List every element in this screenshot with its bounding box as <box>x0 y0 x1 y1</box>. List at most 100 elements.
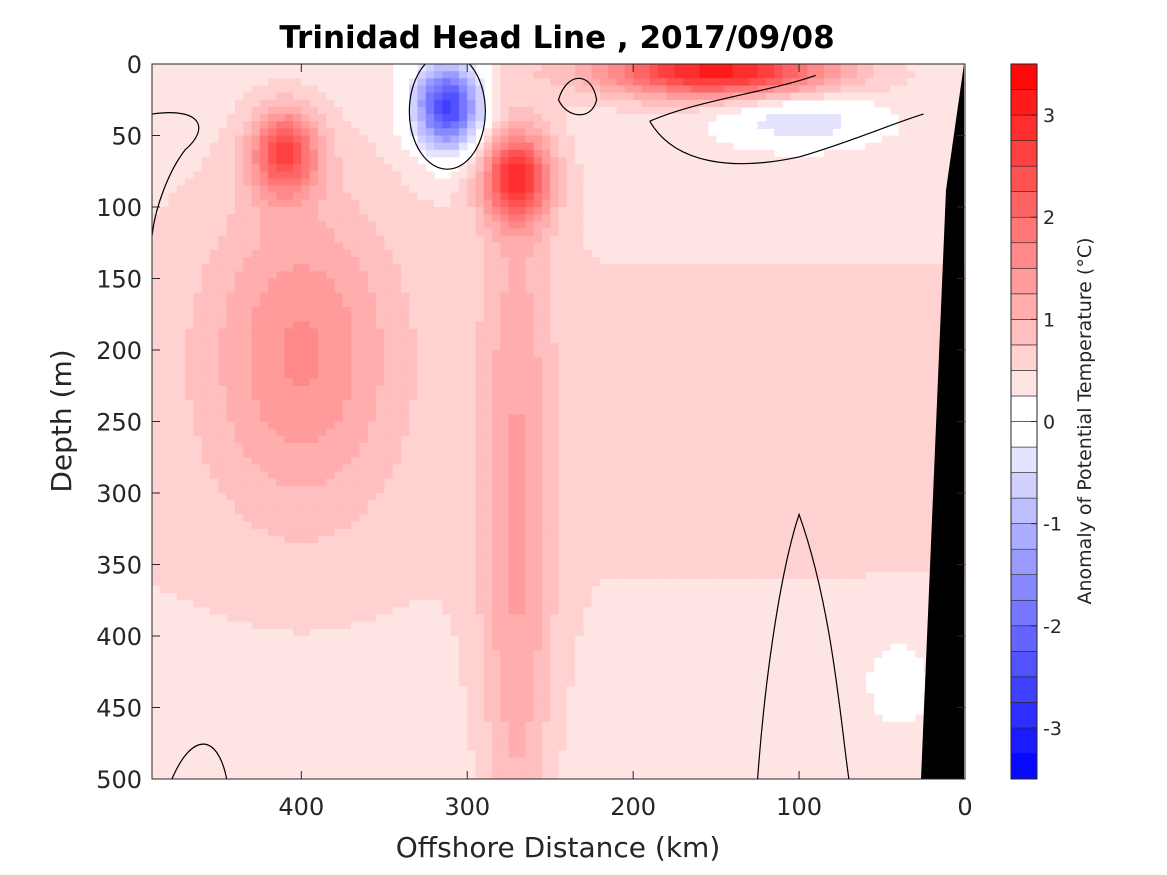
contour-cell <box>376 285 385 294</box>
contour-cell <box>458 392 468 401</box>
contour-cell <box>392 593 402 601</box>
contour-cell <box>309 392 319 401</box>
contour-cell <box>201 628 211 637</box>
contour-cell <box>210 335 219 344</box>
contour-cell <box>176 85 186 94</box>
contour-cell <box>226 342 236 351</box>
contour-cell <box>176 135 186 144</box>
contour-cell <box>376 693 385 701</box>
contour-cell <box>500 335 510 344</box>
contour-cell <box>558 714 568 723</box>
contour-cell <box>442 385 452 394</box>
contour-cell <box>301 750 311 759</box>
contour-cell <box>475 757 485 766</box>
contour-cell <box>309 464 319 473</box>
contour-cell <box>293 543 302 551</box>
contour-cell <box>152 385 161 394</box>
contour-cell <box>342 92 352 101</box>
contour-cell <box>458 185 468 194</box>
contour-cell <box>309 178 319 187</box>
contour-cell <box>550 507 560 516</box>
contour-cell <box>168 235 178 244</box>
contour-cell <box>475 92 485 101</box>
contour-cell <box>226 407 236 415</box>
contour-cell <box>243 507 253 516</box>
contour-cell <box>276 257 286 265</box>
contour-cell <box>367 507 377 516</box>
contour-cell <box>541 521 551 530</box>
contour-cell <box>326 593 336 601</box>
contour-cell <box>243 693 253 701</box>
contour-cell <box>226 378 236 387</box>
contour-cell <box>359 257 369 265</box>
contour-cell <box>475 199 485 208</box>
contour-cell <box>284 342 294 351</box>
contour-cell <box>384 357 394 365</box>
contour-cell <box>193 493 203 501</box>
contour-cell <box>550 464 560 473</box>
contour-cell <box>268 121 277 129</box>
contour-cell <box>334 271 344 280</box>
contour-cell <box>342 693 352 701</box>
contour-cell <box>309 99 319 108</box>
contour-cell <box>550 92 560 101</box>
contour-cell <box>500 321 510 330</box>
contour-cell <box>434 314 443 322</box>
contour-cell <box>309 164 319 172</box>
contour-cell <box>226 428 236 437</box>
contour-cell <box>467 350 477 358</box>
contour-cell <box>301 535 311 544</box>
contour-cell <box>218 149 228 158</box>
contour-cell <box>425 564 435 573</box>
contour-cell <box>475 593 485 601</box>
contour-cell <box>434 428 443 437</box>
contour-cell <box>160 335 170 344</box>
contour-cell <box>168 378 178 387</box>
contour-cell <box>425 464 435 473</box>
contour-cell <box>185 364 195 372</box>
contour-cell <box>309 142 319 151</box>
contour-cell <box>417 392 427 401</box>
contour-cell <box>533 428 543 437</box>
contour-cell <box>483 342 493 351</box>
contour-cell <box>317 192 327 201</box>
contour-cell <box>301 178 311 187</box>
contour-cell <box>342 771 352 779</box>
contour-cell <box>317 621 327 630</box>
contour-cell <box>176 357 186 365</box>
contour-cell <box>326 407 336 415</box>
contour-cell <box>176 457 186 465</box>
contour-cell <box>492 650 501 658</box>
contour-cell <box>517 249 526 258</box>
contour-cell <box>508 128 518 137</box>
contour-cell <box>508 686 518 694</box>
contour-cell <box>309 500 319 508</box>
contour-cell <box>309 321 319 330</box>
contour-cell <box>409 464 419 473</box>
contour-cell <box>525 736 535 744</box>
contour-cell <box>541 178 551 187</box>
contour-cell <box>434 121 443 129</box>
contour-cell <box>268 528 277 537</box>
contour-cell <box>508 636 518 644</box>
contour-cell <box>210 607 219 616</box>
contour-cell <box>301 171 311 180</box>
contour-cell <box>508 142 518 151</box>
contour-cell <box>301 207 311 215</box>
contour-cell <box>541 650 551 658</box>
contour-cell <box>442 221 452 230</box>
contour-cell <box>176 164 186 172</box>
contour-cell <box>301 521 311 530</box>
contour-cell <box>268 729 277 737</box>
contour-cell <box>500 114 510 122</box>
contour-cell <box>541 557 551 566</box>
contour-cell <box>317 149 327 158</box>
contour-cell <box>458 385 468 394</box>
contour-cell <box>376 335 385 344</box>
contour-cell <box>508 421 518 430</box>
contour-cell <box>160 693 170 701</box>
contour-cell <box>508 342 518 351</box>
contour-cell <box>417 600 427 608</box>
contour-cell <box>483 593 493 601</box>
contour-cell <box>276 507 286 516</box>
